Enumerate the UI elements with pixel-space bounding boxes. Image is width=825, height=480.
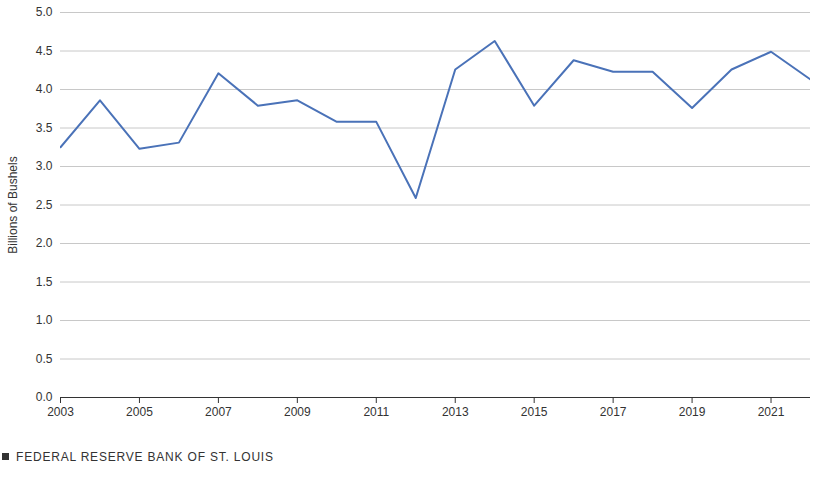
svg-text:3.5: 3.5 [36,121,53,135]
svg-text:0.5: 0.5 [36,352,53,366]
svg-text:3.0: 3.0 [36,159,53,173]
svg-text:2.5: 2.5 [36,198,53,212]
html-text:FEDERAL RESERVE BANK OF ST. LO: FEDERAL RESERVE BANK OF ST. LOUIS [16,450,274,464]
svg-text:4.0: 4.0 [36,82,53,96]
svg-text:0.0: 0.0 [36,390,53,404]
svg-text:2015: 2015 [521,405,548,419]
svg-text:2005: 2005 [126,405,153,419]
svg-text:2003: 2003 [47,405,74,419]
svg-text:2017: 2017 [600,405,627,419]
svg-text:5.0: 5.0 [36,5,53,19]
svg-text:2013: 2013 [442,405,469,419]
svg-text:2019: 2019 [679,405,706,419]
svg-text:2009: 2009 [284,405,311,419]
svg-text:1.5: 1.5 [36,275,53,289]
svg-text:4.5: 4.5 [36,44,53,58]
svg-text:2011: 2011 [363,405,389,419]
svg-text:Billions of Bushels: Billions of Bushels [6,156,20,253]
svg-text:2007: 2007 [205,405,232,419]
svg-text:2.0: 2.0 [36,236,53,250]
svg-text:2021: 2021 [758,405,785,419]
svg-text:1.0: 1.0 [36,313,53,327]
